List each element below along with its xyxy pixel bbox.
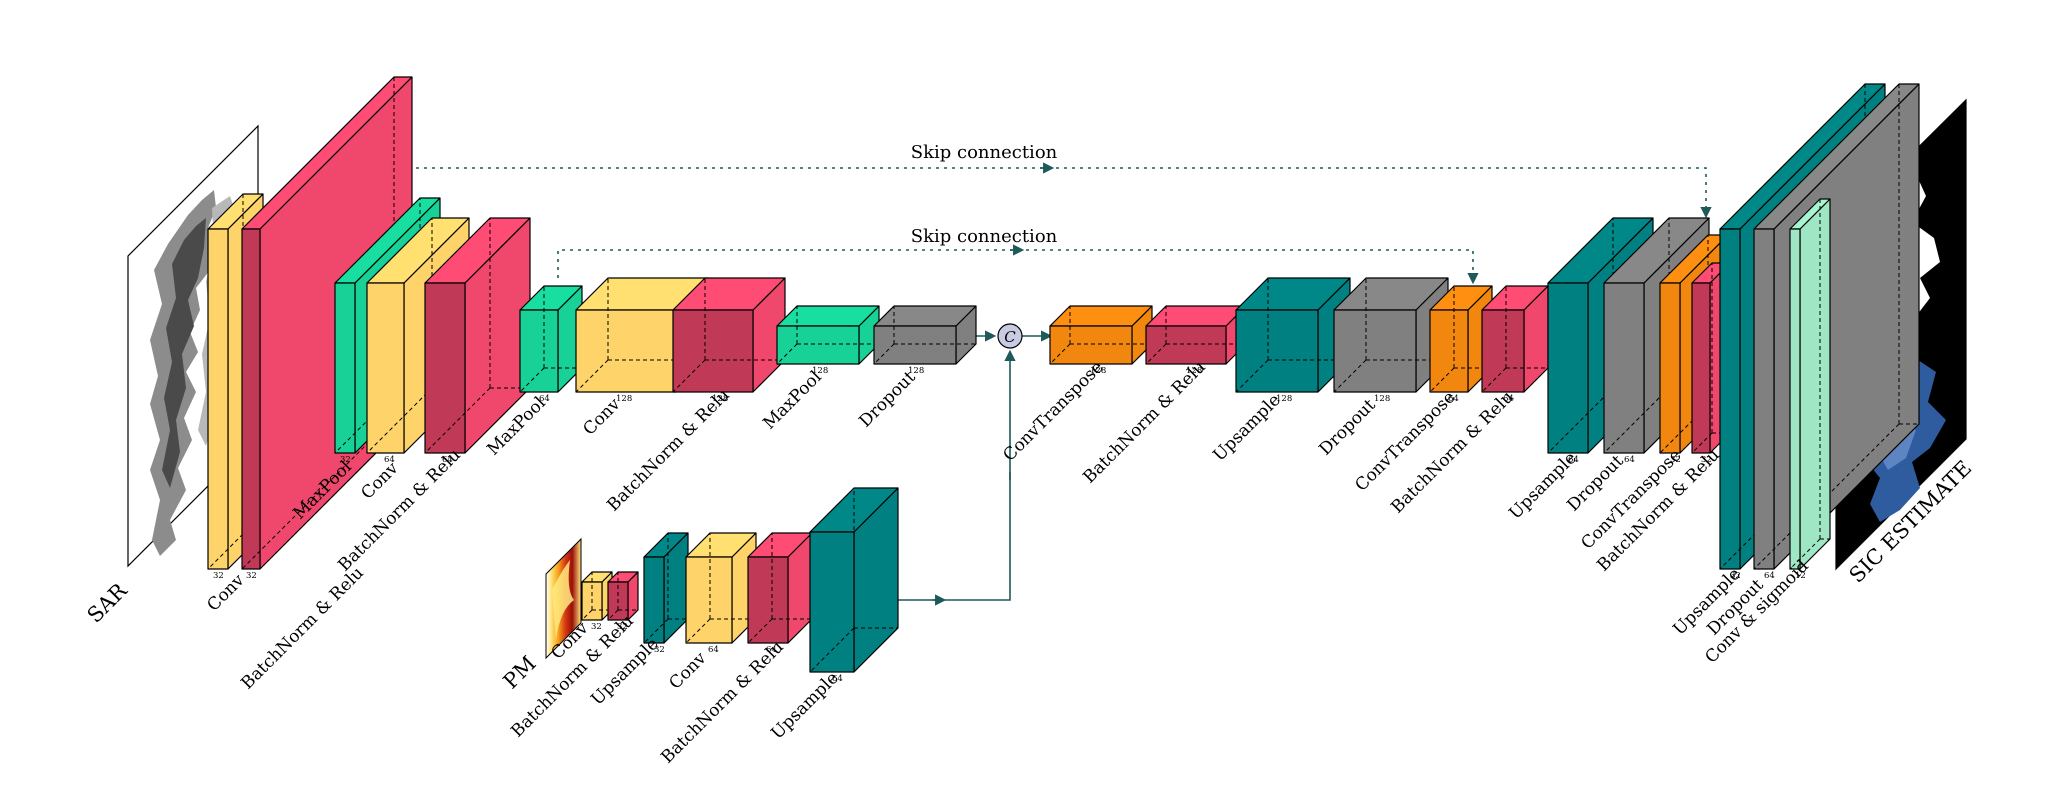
pm-label: PM: [499, 651, 541, 693]
layer-block-d1-bn: [1146, 306, 1246, 364]
layer-block-e4-mp: [777, 306, 879, 364]
layer-label-d1-ct: ConvTranspose: [999, 357, 1107, 465]
layer-size-pm-conv2: 64: [708, 645, 719, 655]
layer-size-e1-bn: 32: [246, 571, 257, 581]
layer-block-d2-up: [1236, 278, 1350, 392]
layer-block-faces-d1-bn: [1146, 306, 1246, 364]
concat-symbol: C: [1004, 328, 1016, 346]
layer-block-faces-out-cs: [1790, 199, 1830, 569]
layer-block-pm-up1: [644, 533, 688, 643]
layer-block-faces-d2-bn: [1482, 286, 1548, 392]
skip-connection-1: [378, 168, 1706, 218]
layer-label-d2-up: Upsample: [1209, 390, 1284, 465]
layer-label-e3-bn: BatchNorm & Relu: [603, 385, 733, 515]
layer-block-faces-e3-mp: [520, 286, 582, 392]
skip-connection-2-label: Skip connection: [911, 226, 1058, 247]
layer-label-e1-bn: BatchNorm & Relu: [237, 563, 367, 693]
layer-block-faces-e4-do: [874, 306, 976, 364]
layer-block-faces-pm-up1: [644, 533, 688, 643]
layer-block-d2-bn: [1482, 286, 1548, 392]
layer-size-e1-conv: 32: [213, 571, 224, 581]
layer-label-pm-conv2: Conv: [665, 648, 710, 693]
sar-label: SAR: [83, 578, 133, 628]
layer-block-e3-mp: [520, 286, 582, 392]
layer-block-faces-pm-bn2: [748, 533, 812, 643]
layer-block-pm-up2: [810, 488, 898, 672]
layer-block-e3-bn: [673, 278, 785, 392]
layer-size-out-do: 64: [1764, 571, 1775, 581]
layer-size-pm-conv: 32: [591, 622, 602, 632]
layer-block-d1-ct: [1050, 306, 1152, 364]
layer-block-out-cs: [1790, 199, 1830, 569]
layer-label-pm-up2: Upsample: [767, 668, 842, 743]
layer-label-d2-do: Dropout: [1315, 395, 1379, 459]
layer-block-faces-e4-mp: [777, 306, 879, 364]
layer-label-e4-do: Dropout: [855, 367, 919, 431]
layer-block-e4-do: [874, 306, 976, 364]
layer-block-faces-pm-conv2: [686, 533, 756, 643]
layer-size-d2-do: 128: [1374, 394, 1390, 404]
skip-connection-2: [558, 250, 1473, 282]
layer-block-faces-d1-ct: [1050, 306, 1152, 364]
layer-label-e4-mp: MaxPool: [759, 367, 825, 433]
layer-label-pm-bn2: BatchNorm & Relu: [657, 637, 787, 767]
concat-node: C: [998, 324, 1022, 348]
layer-block-pm-conv2: [686, 533, 756, 643]
layer-block-pm-bn2: [748, 533, 812, 643]
layer-label-d3-up: Upsample: [1505, 448, 1580, 523]
layer-label-e1-conv: Conv: [203, 570, 248, 615]
skip-connection-1-label: Skip connection: [911, 142, 1058, 163]
